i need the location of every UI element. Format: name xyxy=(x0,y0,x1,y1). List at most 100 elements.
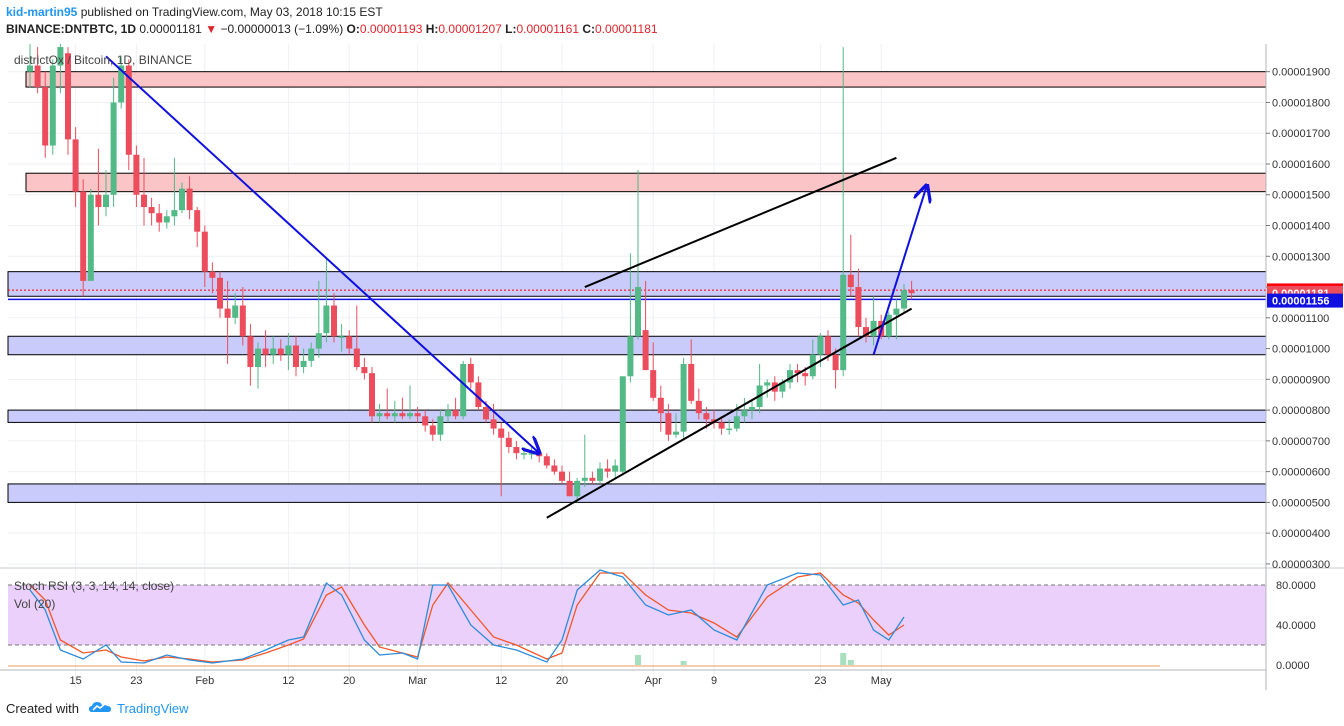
candle xyxy=(680,363,687,432)
time-tick-label: 23 xyxy=(130,675,142,687)
resistance-zone xyxy=(25,172,1267,193)
candle xyxy=(718,422,725,429)
candle xyxy=(422,416,429,426)
price-tick-label: 0.00000500 xyxy=(1272,497,1330,509)
time-tick-label: 20 xyxy=(343,675,355,687)
created-with-text: Created with xyxy=(6,701,79,716)
price-tick-label: 0.00001800 xyxy=(1272,97,1330,109)
footer: Created with TradingView xyxy=(0,690,1344,726)
candle xyxy=(703,413,710,420)
volume-bar xyxy=(635,655,641,665)
candle xyxy=(262,348,269,355)
candle xyxy=(847,274,854,288)
tradingview-link[interactable]: TradingView xyxy=(117,701,189,716)
trendline-layer xyxy=(105,55,927,519)
high-label: H: xyxy=(425,22,439,36)
last-price: 0.00001181 xyxy=(139,22,202,36)
candle xyxy=(505,437,512,448)
candle xyxy=(72,139,79,192)
author-link[interactable]: kid-martin95 xyxy=(6,5,78,19)
candle xyxy=(855,287,862,328)
low-label: L: xyxy=(505,22,517,36)
price-tick-label: 0.00001900 xyxy=(1272,67,1330,79)
candle xyxy=(490,419,497,429)
support-zone xyxy=(7,409,1267,423)
candle xyxy=(817,336,824,355)
candle xyxy=(201,231,208,272)
price-tick-label: 0.00000300 xyxy=(1272,559,1330,571)
candle xyxy=(399,413,406,417)
price-tick-label: 0.00001300 xyxy=(1272,251,1330,263)
time-tick-label: Feb xyxy=(195,675,214,687)
candle xyxy=(346,336,353,349)
time-tick-label: May xyxy=(871,675,892,687)
candle xyxy=(589,477,596,481)
price-tick-label: 0.00000900 xyxy=(1272,374,1330,386)
candle xyxy=(141,194,147,208)
time-tick-label: Apr xyxy=(645,675,662,687)
candle xyxy=(825,336,831,355)
indicator-tick-label: 40.0000 xyxy=(1276,620,1316,632)
price-change: −0.00000013 (−1.09%) xyxy=(220,22,344,36)
price-tick-label: 0.00000800 xyxy=(1272,405,1330,417)
candle xyxy=(232,305,239,318)
candle xyxy=(179,188,185,211)
candle xyxy=(498,428,505,438)
candle xyxy=(665,413,672,435)
publish-text: published on TradingView.com, May 03, 20… xyxy=(77,5,383,19)
candle xyxy=(627,336,634,377)
time-tick-label: 15 xyxy=(69,675,81,687)
symbol-label: BINANCE:DNTBTC, 1D xyxy=(6,22,136,36)
time-tick-label: 9 xyxy=(711,675,717,687)
candle xyxy=(49,65,56,146)
candle xyxy=(733,416,740,429)
candle xyxy=(566,480,573,497)
candle xyxy=(95,194,102,208)
price-tag xyxy=(1267,293,1343,308)
candle xyxy=(110,102,117,195)
chart-canvas[interactable]: 0.00001900 0.00001800 0.00001700 0.00001600… xyxy=(0,44,1344,690)
candle xyxy=(840,274,847,371)
candle xyxy=(574,480,581,497)
candle xyxy=(513,447,520,454)
candle xyxy=(156,213,163,223)
candle xyxy=(163,216,170,223)
price-tick-label: 0.00001600 xyxy=(1272,159,1330,171)
candle xyxy=(217,277,223,309)
time-tick-label: 12 xyxy=(282,675,294,687)
open-label: O: xyxy=(346,22,360,36)
candle xyxy=(543,456,550,466)
candle xyxy=(323,305,330,334)
candle xyxy=(209,271,216,278)
time-tick-label: 12 xyxy=(495,675,507,687)
candle xyxy=(437,416,444,435)
candle xyxy=(657,397,664,414)
candle xyxy=(194,210,201,232)
candle xyxy=(27,65,33,72)
candle xyxy=(361,367,368,374)
low-value: 0.00001161 xyxy=(516,22,580,36)
candle xyxy=(148,207,155,214)
candle xyxy=(483,407,489,420)
time-tick-label: Mar xyxy=(408,675,427,687)
support-zone xyxy=(7,483,1267,503)
candle xyxy=(118,65,125,103)
candle xyxy=(521,453,527,455)
candle xyxy=(414,413,421,417)
volume-bar xyxy=(840,653,847,665)
indicator-name: Stoch RSI (3, 3, 14, 14, close) xyxy=(14,579,174,593)
candle xyxy=(764,382,771,386)
candle xyxy=(908,290,915,294)
candle xyxy=(619,376,626,472)
candle xyxy=(695,400,702,414)
price-tick-label: 0.00001700 xyxy=(1272,128,1330,140)
volume-bar xyxy=(847,660,854,665)
candle xyxy=(293,345,299,368)
candle xyxy=(452,410,459,417)
candle xyxy=(832,354,839,371)
high-value: 0.00001207 xyxy=(438,22,502,36)
close-label: C: xyxy=(582,22,596,36)
price-tick-label: 0.00000400 xyxy=(1272,528,1330,540)
candle xyxy=(57,47,64,66)
candle xyxy=(186,188,193,211)
